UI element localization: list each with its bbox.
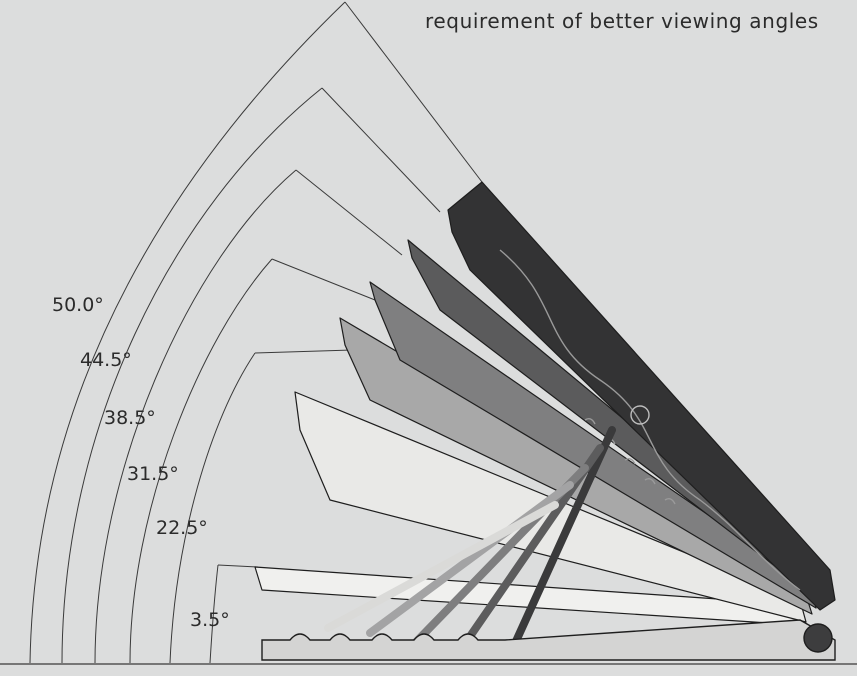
angle-label-44-5: 44.5° xyxy=(80,349,132,371)
arc-3-5 xyxy=(209,564,219,664)
angle-label-50: 50.0° xyxy=(52,294,104,316)
caption-text: requirement of better viewing angles xyxy=(425,9,819,33)
leader-3-5 xyxy=(217,564,259,568)
support-legs xyxy=(324,426,616,654)
stand-plates xyxy=(254,181,836,626)
slot-3 xyxy=(624,457,636,465)
leader-50 xyxy=(344,1,483,183)
angle-label-3-5: 3.5° xyxy=(190,609,230,631)
leader-38-5 xyxy=(295,169,403,256)
arc-50 xyxy=(29,1,346,664)
arc-31-5 xyxy=(129,258,273,664)
base-body xyxy=(261,619,836,661)
base-roller xyxy=(803,623,833,653)
leader-31-5 xyxy=(271,258,376,301)
leader-lines xyxy=(217,1,483,568)
angle-arcs xyxy=(29,1,346,664)
leg-50 xyxy=(508,426,616,654)
leader-22-5 xyxy=(254,349,353,354)
plate-50 xyxy=(447,181,836,611)
arc-22-5 xyxy=(169,352,256,664)
slot-1 xyxy=(584,417,596,425)
arc-44-5 xyxy=(61,87,323,664)
angle-label-38-5: 38.5° xyxy=(104,407,156,429)
base-rail xyxy=(261,619,836,661)
angle-label-31-5: 31.5° xyxy=(127,463,179,485)
slot-4 xyxy=(644,477,656,485)
leg-22-5 xyxy=(324,501,559,632)
angle-labels: 50.0° 44.5° 38.5° 31.5° 22.5° 3.5° xyxy=(52,294,230,631)
front-plate-curve xyxy=(499,249,801,591)
arc-38-5 xyxy=(94,169,297,664)
hinge-ring xyxy=(630,405,650,425)
leg-31-5 xyxy=(366,481,574,637)
slot-5 xyxy=(664,497,676,505)
angle-label-22-5: 22.5° xyxy=(156,517,208,539)
leader-44-5 xyxy=(321,87,441,213)
